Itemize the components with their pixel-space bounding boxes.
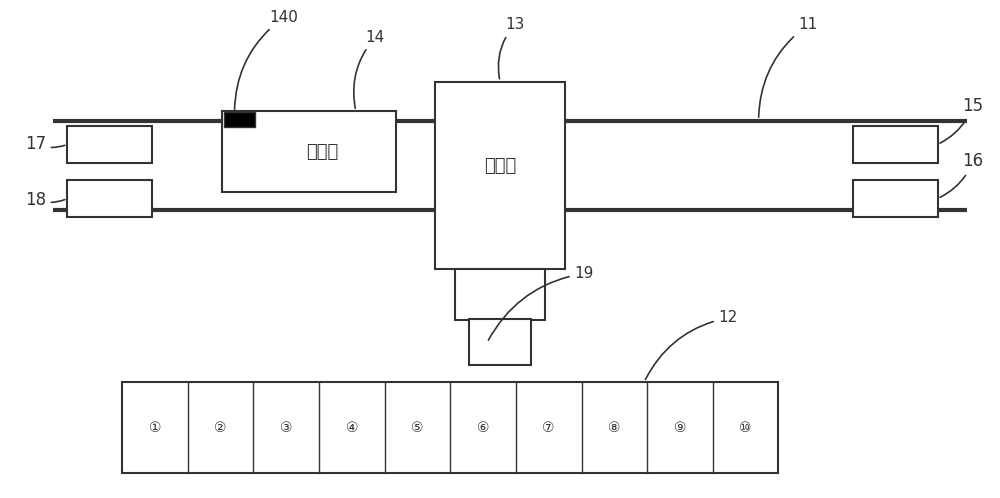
Text: 拦焦车: 拦焦车 <box>484 157 516 175</box>
Bar <box>67 180 152 217</box>
Text: ⑥: ⑥ <box>477 420 489 435</box>
Text: ①: ① <box>149 420 161 435</box>
Text: 140: 140 <box>235 10 298 110</box>
Text: ⑧: ⑧ <box>608 420 621 435</box>
Text: 14: 14 <box>354 30 385 109</box>
Bar <box>455 269 545 320</box>
Text: ⑩: ⑩ <box>739 420 752 435</box>
Text: 13: 13 <box>498 17 524 79</box>
Bar <box>224 112 255 127</box>
Text: ⑨: ⑨ <box>674 420 686 435</box>
Text: ③: ③ <box>280 420 292 435</box>
Bar <box>435 82 565 269</box>
Text: 17: 17 <box>25 135 65 153</box>
Bar <box>222 111 396 192</box>
Text: 15: 15 <box>940 97 984 143</box>
Text: 18: 18 <box>25 191 65 209</box>
Text: 11: 11 <box>759 17 818 117</box>
Text: 16: 16 <box>940 152 984 197</box>
Bar <box>122 382 778 473</box>
Bar <box>853 126 938 163</box>
Bar <box>469 319 531 365</box>
Bar <box>853 180 938 217</box>
Text: 熄焦车: 熄焦车 <box>306 143 339 161</box>
Text: 12: 12 <box>645 310 738 379</box>
Text: 19: 19 <box>488 266 594 340</box>
Text: ⑦: ⑦ <box>542 420 555 435</box>
Text: ②: ② <box>214 420 227 435</box>
Text: ⑤: ⑤ <box>411 420 424 435</box>
Text: ④: ④ <box>346 420 358 435</box>
Bar <box>67 126 152 163</box>
